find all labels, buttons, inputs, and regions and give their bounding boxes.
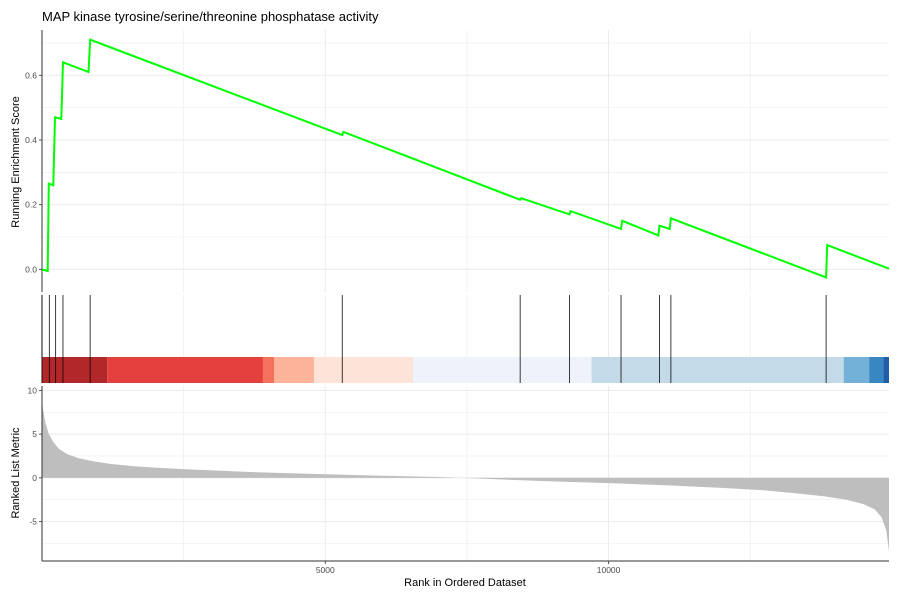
rank-y-axis-title: Ranked List Metric — [10, 427, 22, 519]
rank-color-band — [843, 357, 870, 383]
chart-title: MAP kinase tyrosine/serine/threonine pho… — [42, 9, 379, 24]
rank-y-tick-label: 5 — [32, 429, 37, 439]
rank-y-tick-label: 10 — [28, 385, 38, 395]
es-panel-axis: 0.0 0.2 0.4 0.6 — [25, 30, 43, 292]
rank-color-band — [274, 357, 314, 383]
rank-color-band — [107, 357, 263, 383]
x-tick-label: 5000 — [316, 565, 335, 575]
rank-color-band — [42, 357, 108, 383]
x-tick-label: 10000 — [597, 565, 621, 575]
es-y-tick-label: 0.6 — [25, 70, 37, 80]
es-y-axis-title: Running Enrichment Score — [10, 96, 22, 227]
rank-y-tick-label: 0 — [32, 473, 37, 483]
x-axis-title: Rank in Ordered Dataset — [404, 577, 526, 589]
rank-color-band — [262, 357, 275, 383]
x-axis-ticks: 5000 10000 — [316, 561, 621, 575]
rank-y-tick-label: -5 — [29, 517, 37, 527]
es-y-tick-label: 0.2 — [25, 200, 37, 210]
rank-color-band — [313, 357, 414, 383]
es-panel-grid — [42, 30, 889, 292]
rank-panel-grid — [42, 386, 889, 561]
rank-color-bands — [42, 357, 889, 383]
rank-color-band — [869, 357, 884, 383]
rank-panel-axis: 10 5 0 -5 — [28, 385, 889, 562]
rank-color-band — [591, 357, 844, 383]
ranked-list-metric-area — [42, 400, 889, 552]
running-enrichment-score-line — [41, 38, 890, 279]
es-y-tick-label: 0.0 — [25, 264, 37, 274]
gene-hit-markers — [41, 295, 827, 383]
rank-color-band — [883, 357, 889, 383]
rank-color-band — [413, 357, 592, 383]
es-y-tick-label: 0.4 — [25, 135, 37, 145]
